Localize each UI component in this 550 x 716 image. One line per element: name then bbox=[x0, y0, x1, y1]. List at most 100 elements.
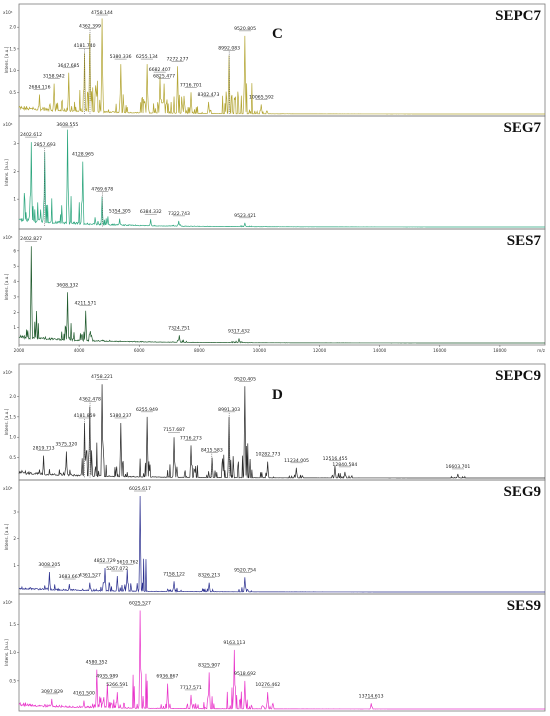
peak-label-sepc9: 9520.405 bbox=[234, 376, 256, 382]
y-tick-label-sepc9: 0.5 bbox=[9, 455, 16, 460]
peak-label-sepc7: 4758.144 bbox=[91, 10, 113, 16]
y-axis-label-sepc7: Intens. [a.u.] bbox=[4, 46, 9, 73]
peak-label-seg7: 6384.332 bbox=[140, 209, 162, 215]
peak-label-sepc7: 4181.740 bbox=[74, 43, 96, 49]
peak-label-ses9: 4935.989 bbox=[96, 674, 118, 680]
peak-label-ses7: 4211.571 bbox=[75, 301, 97, 307]
peak-label-ses7: 7324.751 bbox=[168, 325, 190, 331]
peak-label-ses7: 3608.332 bbox=[56, 282, 78, 288]
peak-label-sepc7: 9520.805 bbox=[234, 26, 256, 32]
y-axis-label-ses9: Intens. [a.u.] bbox=[4, 639, 9, 666]
spectrum-name-seg7: SEG7 bbox=[503, 120, 541, 136]
peak-label-seg7: 2402.612 bbox=[20, 132, 42, 138]
y-tick-label-seg9: 2 bbox=[13, 536, 16, 541]
peak-label-seg9: 4361.527 bbox=[79, 573, 101, 579]
spectrum-name-ses9: SES9 bbox=[507, 598, 541, 614]
x-tick-label-ses7: 14000 bbox=[373, 348, 387, 353]
peak-label-sepc9: 7716.273 bbox=[180, 435, 202, 441]
spectrum-trace-sepc7 bbox=[18, 18, 545, 115]
peak-label-seg7: 5354.305 bbox=[109, 209, 131, 215]
spectrum-trace-seg7 bbox=[18, 129, 545, 228]
y-tick-label-seg7: 1 bbox=[13, 197, 16, 202]
panel-frame-ses9 bbox=[18, 593, 546, 712]
peak-label-sepc9: 7157.687 bbox=[163, 427, 185, 433]
peak-label-sepc9: 12840.584 bbox=[332, 462, 357, 468]
peak-label-seg7: 2857.693 bbox=[34, 142, 56, 148]
peak-label-sepc9: 12516.455 bbox=[323, 456, 348, 462]
peak-label-seg9: 8326.213 bbox=[198, 573, 220, 579]
y-tick-label-sepc7: 0.5 bbox=[9, 90, 16, 95]
peak-label-ses7: 2402.827 bbox=[20, 236, 42, 242]
spectrum-name-ses7: SES7 bbox=[507, 233, 542, 249]
peak-label-ses9: 7717.571 bbox=[180, 685, 202, 691]
peak-label-sepc9: 5380.237 bbox=[110, 413, 132, 419]
peak-label-ses9: 6025.527 bbox=[129, 600, 151, 606]
y-exponent-sepc9: x10⁴ bbox=[3, 370, 13, 375]
peak-label-sepc9: 3575.320 bbox=[55, 442, 77, 448]
peak-label-seg9: 7158.122 bbox=[163, 571, 185, 577]
y-tick-label-ses7: 1 bbox=[13, 325, 16, 330]
peak-label-ses7: 9317.432 bbox=[228, 328, 250, 334]
peak-label-sepc7: 8992.083 bbox=[218, 45, 240, 51]
y-axis-label-seg9: Intens. [a.u.] bbox=[4, 523, 9, 550]
peak-label-sepc7: 6682.407 bbox=[149, 67, 171, 73]
peak-label-ses9: 5266.591 bbox=[106, 682, 128, 688]
y-tick-label-sepc7: 1.5 bbox=[9, 46, 16, 51]
peak-label-ses9: 4580.352 bbox=[86, 660, 108, 666]
peak-label-ses9: 10276.462 bbox=[255, 682, 280, 688]
panel-letter-c: C bbox=[272, 26, 283, 42]
peak-label-sepc7: 4362.399 bbox=[79, 24, 101, 30]
peak-label-sepc9: 11234.005 bbox=[284, 458, 309, 464]
spectrum-name-sepc7: SEPC7 bbox=[495, 8, 541, 24]
peak-label-seg9: 3008.205 bbox=[38, 562, 60, 568]
peak-label-sepc9: 4758.221 bbox=[91, 374, 113, 380]
spectrum-trace-sepc9 bbox=[18, 384, 545, 480]
y-exponent-ses9: x10⁴ bbox=[3, 600, 13, 605]
peak-label-sepc9: 4181.859 bbox=[74, 413, 96, 419]
y-exponent-ses7: x10⁴ bbox=[3, 235, 13, 240]
peak-label-ses9: 13714.613 bbox=[359, 693, 384, 699]
peak-label-seg9: 4852.729 bbox=[94, 558, 116, 564]
y-tick-label-sepc9: 1.5 bbox=[9, 414, 16, 419]
peak-label-sepc7: 10065.592 bbox=[249, 94, 274, 100]
peak-label-sepc7: 3647.685 bbox=[58, 63, 80, 69]
panel-frame-sepc9 bbox=[18, 363, 546, 481]
peak-label-sepc9: 2819.713 bbox=[33, 446, 55, 452]
peak-label-seg7: 4128.965 bbox=[72, 152, 94, 158]
panel-frame-seg7 bbox=[18, 115, 546, 230]
spectrum-trace-ses9 bbox=[18, 610, 545, 711]
y-exponent-seg7: x10⁴ bbox=[3, 122, 13, 127]
y-tick-label-sepc9: 2.0 bbox=[9, 394, 16, 399]
y-tick-label-ses9: 1.5 bbox=[9, 622, 16, 627]
x-axis-unit-ses7: m/z bbox=[537, 348, 545, 353]
peak-label-ses9: 6936.867 bbox=[156, 674, 178, 680]
y-exponent-seg9: x10⁴ bbox=[3, 486, 13, 491]
peak-label-seg7: 3608.555 bbox=[56, 122, 78, 128]
y-tick-label-ses9: 1.0 bbox=[9, 650, 16, 655]
y-tick-label-seg7: 2 bbox=[13, 169, 16, 174]
y-tick-label-seg9: 1 bbox=[13, 563, 16, 568]
peak-label-sepc9: 16603.701 bbox=[446, 464, 471, 470]
peak-label-sepc7: 6825.477 bbox=[153, 74, 175, 80]
peak-label-seg7: 7322.743 bbox=[168, 211, 190, 217]
peak-label-sepc7: 5380.336 bbox=[110, 54, 132, 60]
y-tick-label-sepc7: 2.0 bbox=[9, 25, 16, 30]
y-axis-label-seg7: Intens. [a.u.] bbox=[4, 159, 9, 186]
peak-label-seg9: 3683.667 bbox=[59, 574, 81, 580]
peak-label-ses9: 3097.829 bbox=[41, 689, 63, 695]
y-tick-label-ses7: 5 bbox=[13, 264, 16, 269]
x-tick-label-ses7: 12000 bbox=[313, 348, 327, 353]
peak-label-ses9: 8325.907 bbox=[198, 662, 220, 668]
x-tick-label-ses7: 8000 bbox=[194, 348, 205, 353]
x-tick-label-ses7: 6000 bbox=[134, 348, 145, 353]
peak-label-sepc7: 8302.473 bbox=[197, 92, 219, 98]
y-axis-label-sepc9: Intens. [a.u.] bbox=[4, 408, 9, 435]
peak-label-ses9: 9163.113 bbox=[223, 640, 245, 646]
peak-label-sepc9: 8991.303 bbox=[218, 407, 240, 413]
peak-label-seg7: 4769.678 bbox=[91, 186, 113, 192]
x-tick-label-ses7: 2000 bbox=[14, 348, 25, 353]
spectrum-name-sepc9: SEPC9 bbox=[495, 368, 541, 384]
x-tick-label-ses7: 18000 bbox=[493, 348, 507, 353]
peak-label-sepc7: 7272.277 bbox=[167, 56, 189, 62]
